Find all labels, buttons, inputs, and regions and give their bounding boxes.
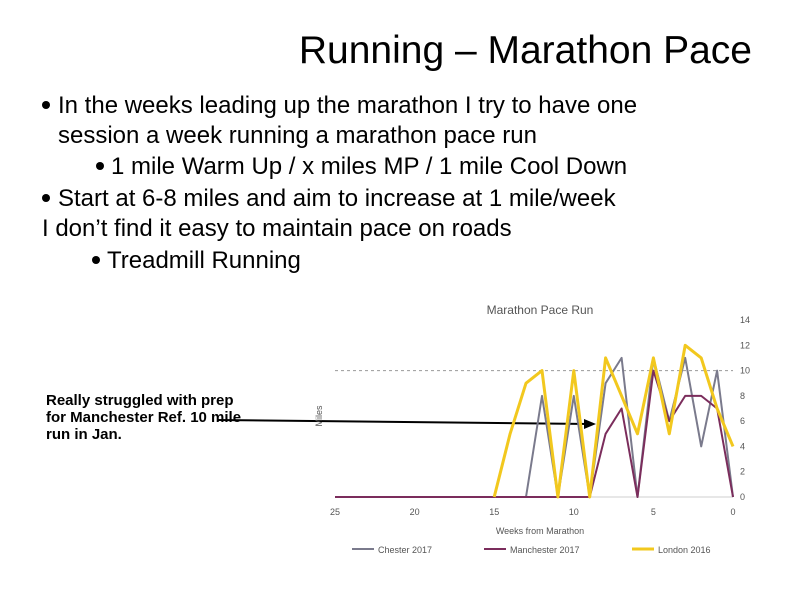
annotation-arrow (216, 419, 591, 425)
y-tick-label: 14 (740, 315, 750, 325)
y-tick-label: 8 (740, 391, 745, 401)
bullet-dot (42, 194, 50, 202)
x-tick-label: 15 (489, 507, 499, 517)
x-tick-label: 20 (410, 507, 420, 517)
annotation-arrowhead (584, 419, 596, 429)
bullet-text-continued: session a week running a marathon pace r… (58, 122, 537, 149)
y-tick-label: 6 (740, 416, 745, 426)
legend-label: Chester 2017 (378, 545, 432, 555)
bullet-text: In the weeks leading up the marathon I t… (58, 92, 638, 119)
x-axis-label: Weeks from Marathon (496, 526, 584, 536)
x-tick-label: 0 (730, 507, 735, 517)
y-tick-label: 4 (740, 441, 745, 451)
annotation-note: Really struggled with prep for Mancheste… (46, 392, 242, 443)
y-tick-label: 2 (740, 467, 745, 477)
x-tick-label: 25 (330, 507, 340, 517)
legend-label: London 2016 (658, 545, 711, 555)
x-tick-label: 5 (651, 507, 656, 517)
series-line-london-2016 (492, 343, 735, 499)
legend-label: Manchester 2017 (510, 545, 580, 555)
sub-bullet-dot (92, 256, 100, 264)
x-tick-label: 10 (569, 507, 579, 517)
sub-bullet-text: 1 mile Warm Up / x miles MP / 1 mile Coo… (111, 153, 628, 180)
bullet-dot (42, 101, 50, 109)
chart-title: Marathon Pace Run (487, 303, 594, 317)
bullet-text: Start at 6-8 miles and aim to increase a… (58, 185, 616, 212)
y-axis-label: Miles (314, 405, 324, 427)
sub-bullet-dot (96, 162, 104, 170)
slide-title: Running – Marathon Pace (298, 29, 752, 72)
y-tick-label: 10 (740, 366, 750, 376)
plain-text: I don’t find it easy to maintain pace on… (42, 215, 512, 242)
y-tick-label: 0 (740, 492, 745, 502)
series-line-manchester-2017 (335, 369, 734, 498)
y-tick-label: 12 (740, 340, 750, 350)
sub-bullet-text: Treadmill Running (107, 247, 301, 274)
